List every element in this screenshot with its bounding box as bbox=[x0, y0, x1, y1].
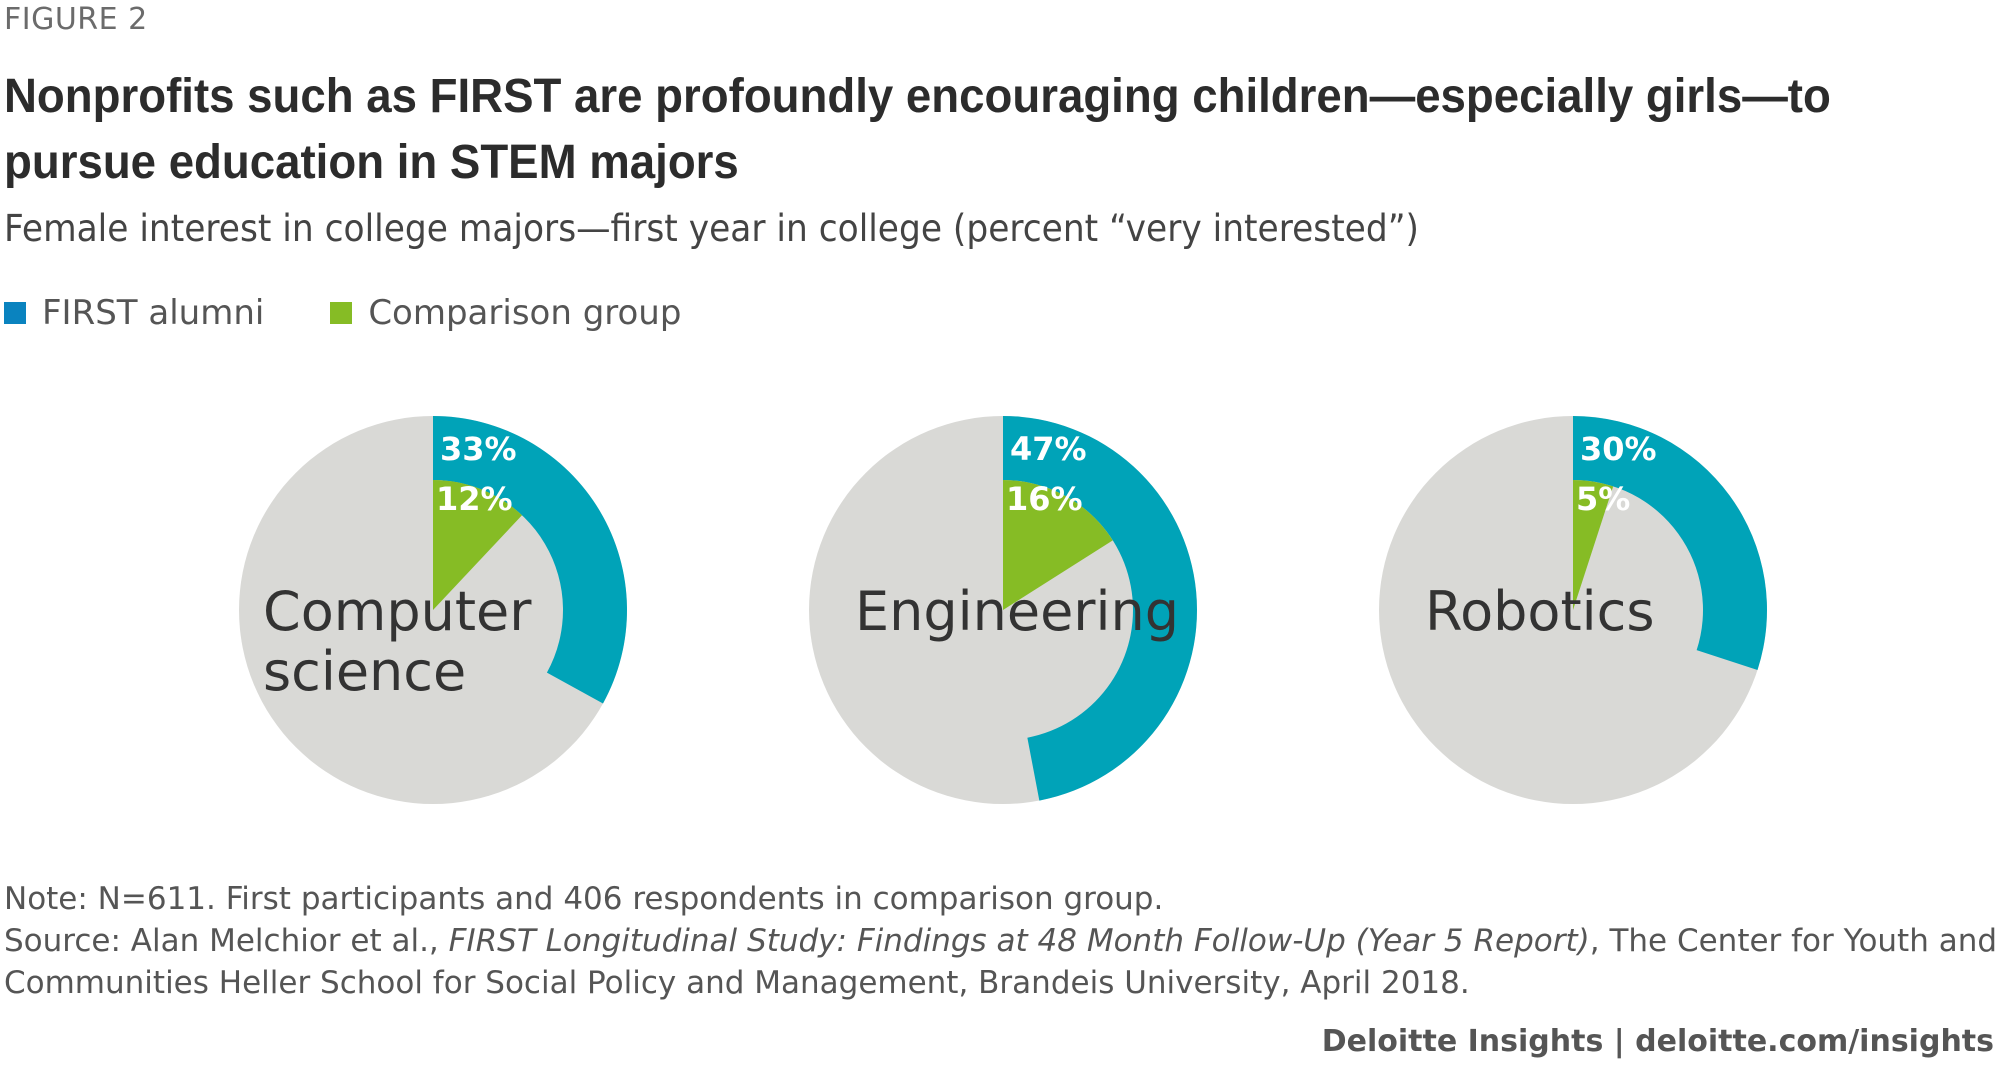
source-line-2: Communities Heller School for Social Pol… bbox=[4, 965, 1470, 1001]
chart-title: Nonprofits such as FIRST are profoundly … bbox=[4, 70, 1831, 189]
source-title: FIRST Longitudinal Study: Findings at 48… bbox=[448, 923, 1590, 959]
legend-label-comparison-group: Comparison group bbox=[368, 293, 682, 333]
data-label-first-alumni-computer-science: 33% bbox=[440, 430, 517, 468]
category-label-engineering: Engineering bbox=[855, 580, 1179, 643]
legend-item-first-alumni: FIRST alumni bbox=[4, 293, 264, 333]
legend-swatch-comparison-group bbox=[330, 302, 353, 324]
pie-wedge-comparison-robotics bbox=[1573, 480, 1614, 610]
pie-wedge-comparison-computer-science bbox=[433, 480, 522, 610]
pie-chart-engineering: 47% 16% Engineering bbox=[809, 416, 1197, 804]
source-prefix: Source: Alan Melchior et al., bbox=[4, 923, 449, 959]
category-label-computer-science-line-1: Computer bbox=[263, 580, 532, 643]
legend: FIRST alumni Comparison group bbox=[4, 293, 747, 333]
chart-subtitle: Female interest in college majors—first … bbox=[4, 207, 1419, 250]
legend-label-first-alumni: FIRST alumni bbox=[42, 293, 265, 333]
legend-item-comparison-group: Comparison group bbox=[330, 293, 681, 333]
legend-swatch-first-alumni bbox=[4, 302, 26, 324]
pie-chart-robotics: 30% 5% Robotics bbox=[1379, 416, 1767, 804]
data-label-comparison-engineering: 16% bbox=[1006, 480, 1083, 518]
pie-ring-first-alumni-computer-science bbox=[433, 416, 627, 704]
category-label-computer-science-line-2: science bbox=[263, 640, 466, 703]
category-label-robotics: Robotics bbox=[1425, 580, 1654, 643]
data-label-comparison-robotics: 5% bbox=[1576, 480, 1630, 518]
figure-label: FIGURE 2 bbox=[4, 2, 148, 37]
pie-ring-first-alumni-robotics bbox=[1573, 416, 1767, 670]
data-label-first-alumni-engineering: 47% bbox=[1010, 430, 1087, 468]
source-suffix: , The Center for Youth and bbox=[1589, 923, 1998, 959]
data-label-first-alumni-robotics: 30% bbox=[1580, 430, 1657, 468]
data-label-comparison-computer-science: 12% bbox=[436, 480, 513, 518]
note: Note: N=611. First participants and 406 … bbox=[4, 881, 1164, 917]
pie-wedge-comparison-engineering bbox=[1003, 480, 1113, 610]
pie-ring-first-alumni-engineering bbox=[1003, 416, 1197, 801]
source: Source: Alan Melchior et al., FIRST Long… bbox=[4, 920, 1997, 1004]
brand-credit: Deloitte Insights | deloitte.com/insight… bbox=[1321, 1024, 1994, 1059]
